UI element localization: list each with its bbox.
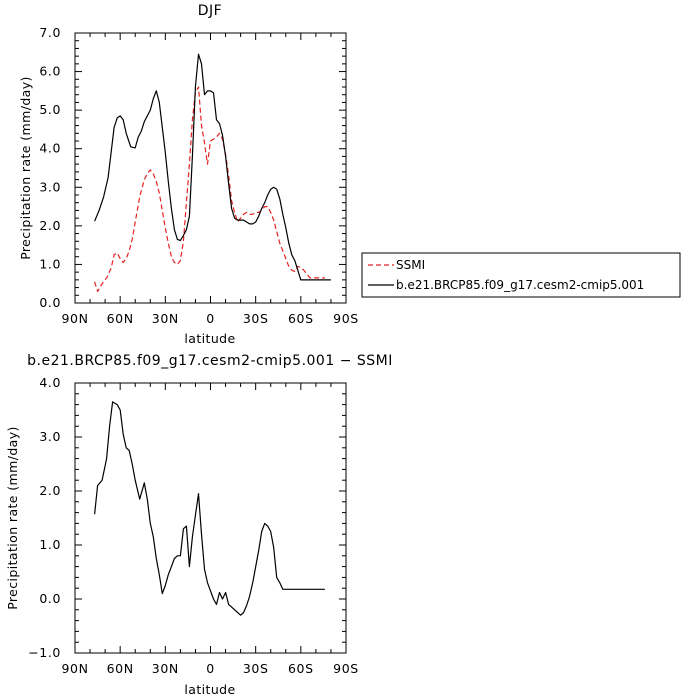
bottom-x-tick-label: 30N [152,661,179,676]
bottom-plot-frame [74,382,347,654]
top-series-lines [94,53,331,292]
top-x-axis-ticks: 90N 60N 30N 0 30S 60S 90S [61,33,358,326]
top-y-tick-label: 5.0 [39,102,61,117]
top-plot-frame [74,32,347,304]
top-y-tick-label: 2.0 [39,218,61,233]
legend-box [361,252,681,298]
top-series-line-ssmi [94,86,325,292]
legend: SSMI b.e21.BRCP85.f09_g17.cesm2-cmip5.00… [361,252,681,298]
top-chart-title: DJF [198,3,222,19]
top-series-line-model [94,53,331,281]
bottom-y-tick-label: 1.0 [39,537,61,552]
top-x-tick-label: 0 [206,311,215,326]
bottom-y-tick-label: 3.0 [39,429,61,444]
top-y-tick-label: 0.0 [39,295,61,310]
legend-label-model: b.e21.BRCP85.f09_g17.cesm2-cmip5.001 [396,278,644,292]
top-y-tick-label: 6.0 [39,64,61,79]
bottom-y-tick-label: 2.0 [39,483,61,498]
bottom-x-tick-label: 90N [61,661,88,676]
bottom-y-tick-label: 4.0 [39,375,61,390]
top-panel: DJF 90N 60N 30N 0 30S 60S 90S 0.0 1.0 2.0 3.0 4.0 5… [18,3,358,346]
bottom-panel: b.e21.BRCP85.f09_g17.cesm2-cmip5.001 − S… [5,353,393,697]
top-y-tick-label: 7.0 [39,25,61,40]
top-x-tick-label: 30S [243,311,269,326]
top-x-axis-label: latitude [184,331,235,346]
top-x-tick-label: 90S [333,311,359,326]
top-y-axis-label: Precipitation rate (mm/day) [18,76,33,260]
bottom-y-axis-label: Precipitation rate (mm/day) [5,426,20,610]
top-y-axis-ticks: 0.0 1.0 2.0 3.0 4.0 5.0 6.0 7.0 [39,25,346,310]
bottom-x-tick-label: 90S [333,661,359,676]
bottom-series-lines [94,401,325,616]
top-x-tick-label: 90N [61,311,88,326]
top-x-tick-label: 30N [152,311,179,326]
bottom-series-line-difference [94,401,325,616]
top-x-tick-label: 60N [107,311,134,326]
top-y-tick-label: 4.0 [39,141,61,156]
bottom-x-tick-label: 60S [288,661,314,676]
top-y-tick-label: 3.0 [39,179,61,194]
bottom-x-tick-label: 0 [206,661,215,676]
bottom-x-axis-ticks: 90N 60N 30N 0 30S 60S 90S [61,383,358,676]
legend-label-ssmi: SSMI [396,258,425,272]
bottom-x-axis-label: latitude [184,682,235,697]
bottom-chart-title: b.e21.BRCP85.f09_g17.cesm2-cmip5.001 − S… [27,353,393,369]
bottom-y-tick-label: 0.0 [39,591,61,606]
bottom-x-tick-label: 30S [243,661,269,676]
top-x-tick-label: 60S [288,311,314,326]
bottom-x-tick-label: 60N [107,661,134,676]
bottom-y-axis-ticks: −1.0 0.0 1.0 2.0 3.0 4.0 [28,375,346,660]
bottom-y-tick-label: −1.0 [28,645,61,660]
top-y-tick-label: 1.0 [39,256,61,271]
